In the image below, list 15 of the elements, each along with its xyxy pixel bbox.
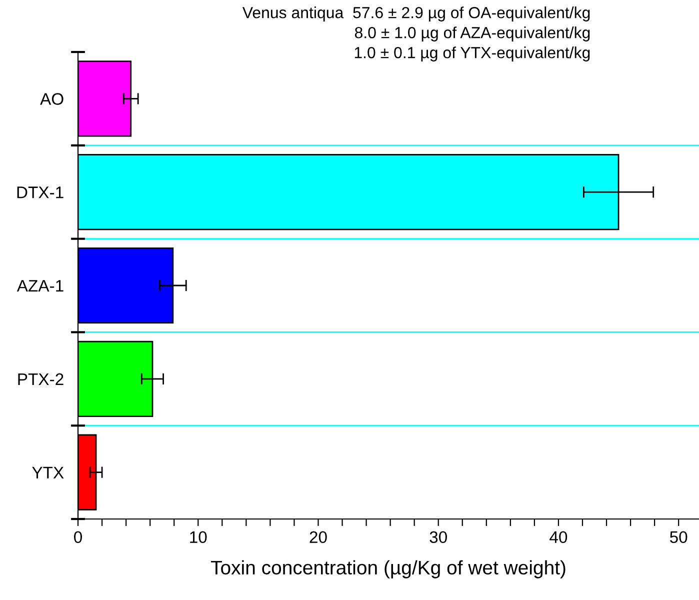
y-tick-label: PTX-2 (18, 373, 64, 385)
x-tick-label: 50 (670, 531, 688, 544)
y-tick-label: AZA-1 (16, 280, 64, 292)
x-tick-label: 30 (430, 531, 447, 544)
y-tick-label: DTX-1 (17, 186, 64, 198)
x-tick-label: 40 (550, 531, 568, 544)
text: 8.0 ± 1.0 µg of AZA-equivalent/kg (354, 26, 590, 42)
annotation: 1.0 ± 0.1 µg of YTX-equivalent/kg (354, 46, 590, 62)
x-axis-title: Toxin concentration (µg/Kg of wet weight) (210, 560, 566, 578)
y-tick-label: YTX (32, 466, 64, 478)
x-tick-label: 0 (74, 531, 82, 544)
y-tick-label: AO (40, 93, 64, 105)
x-tick-label: 20 (310, 531, 327, 544)
text: Venus antiqua 57.6 ± 2.9 µg of OA-equivalent/kg (242, 6, 590, 22)
x-tick-label: 10 (190, 531, 207, 544)
